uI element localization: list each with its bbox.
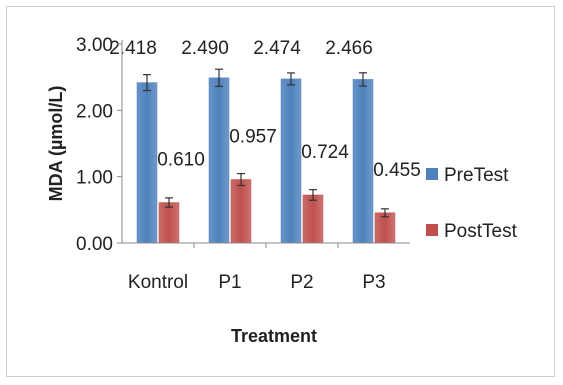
posttest-value-label: 0.957 bbox=[229, 127, 277, 148]
posttest-bar bbox=[302, 194, 324, 244]
posttest-bar bbox=[230, 179, 252, 244]
pretest-legend-swatch bbox=[426, 168, 438, 180]
plot-area bbox=[136, 68, 396, 244]
y-axis-title: MDA (µmol/L) bbox=[46, 86, 66, 202]
x-tick-label: P3 bbox=[362, 272, 385, 293]
legend: PreTest PostTest bbox=[426, 165, 518, 242]
x-tick-label: P1 bbox=[218, 272, 241, 293]
pretest-legend-label: PreTest bbox=[444, 165, 509, 186]
data-labels: 2.418 2.490 2.474 2.466 0.610 0.957 0.724 0.455 bbox=[109, 38, 421, 181]
posttest-value-label: 0.610 bbox=[157, 150, 205, 171]
pretest-bar bbox=[352, 79, 374, 244]
axes: 0.00 1.00 2.00 3.00 Kontrol P1 P2 P3 Treatment MD… bbox=[46, 35, 410, 346]
pretest-bar bbox=[136, 82, 158, 244]
posttest-value-label: 0.724 bbox=[301, 142, 349, 163]
x-tick-label: Kontrol bbox=[128, 272, 188, 293]
chart-frame bbox=[6, 6, 555, 377]
posttest-value-label: 0.455 bbox=[373, 160, 421, 181]
pretest-bar bbox=[280, 78, 302, 244]
pretest-value-label: 2.490 bbox=[181, 38, 229, 59]
y-tick-label: 0.00 bbox=[76, 234, 113, 255]
pretest-bar bbox=[208, 77, 230, 244]
y-tick-label: 2.00 bbox=[76, 101, 113, 122]
y-tick-label: 1.00 bbox=[76, 168, 113, 189]
posttest-bar bbox=[158, 202, 180, 244]
y-tick-label: 3.00 bbox=[76, 35, 113, 56]
pretest-value-label: 2.466 bbox=[325, 38, 373, 59]
x-axis-title: Treatment bbox=[231, 326, 317, 346]
x-tick-label: P2 bbox=[290, 272, 313, 293]
pretest-value-label: 2.418 bbox=[109, 38, 157, 59]
pretest-value-label: 2.474 bbox=[253, 38, 301, 59]
posttest-legend-swatch bbox=[426, 224, 438, 236]
posttest-legend-label: PostTest bbox=[444, 221, 518, 242]
